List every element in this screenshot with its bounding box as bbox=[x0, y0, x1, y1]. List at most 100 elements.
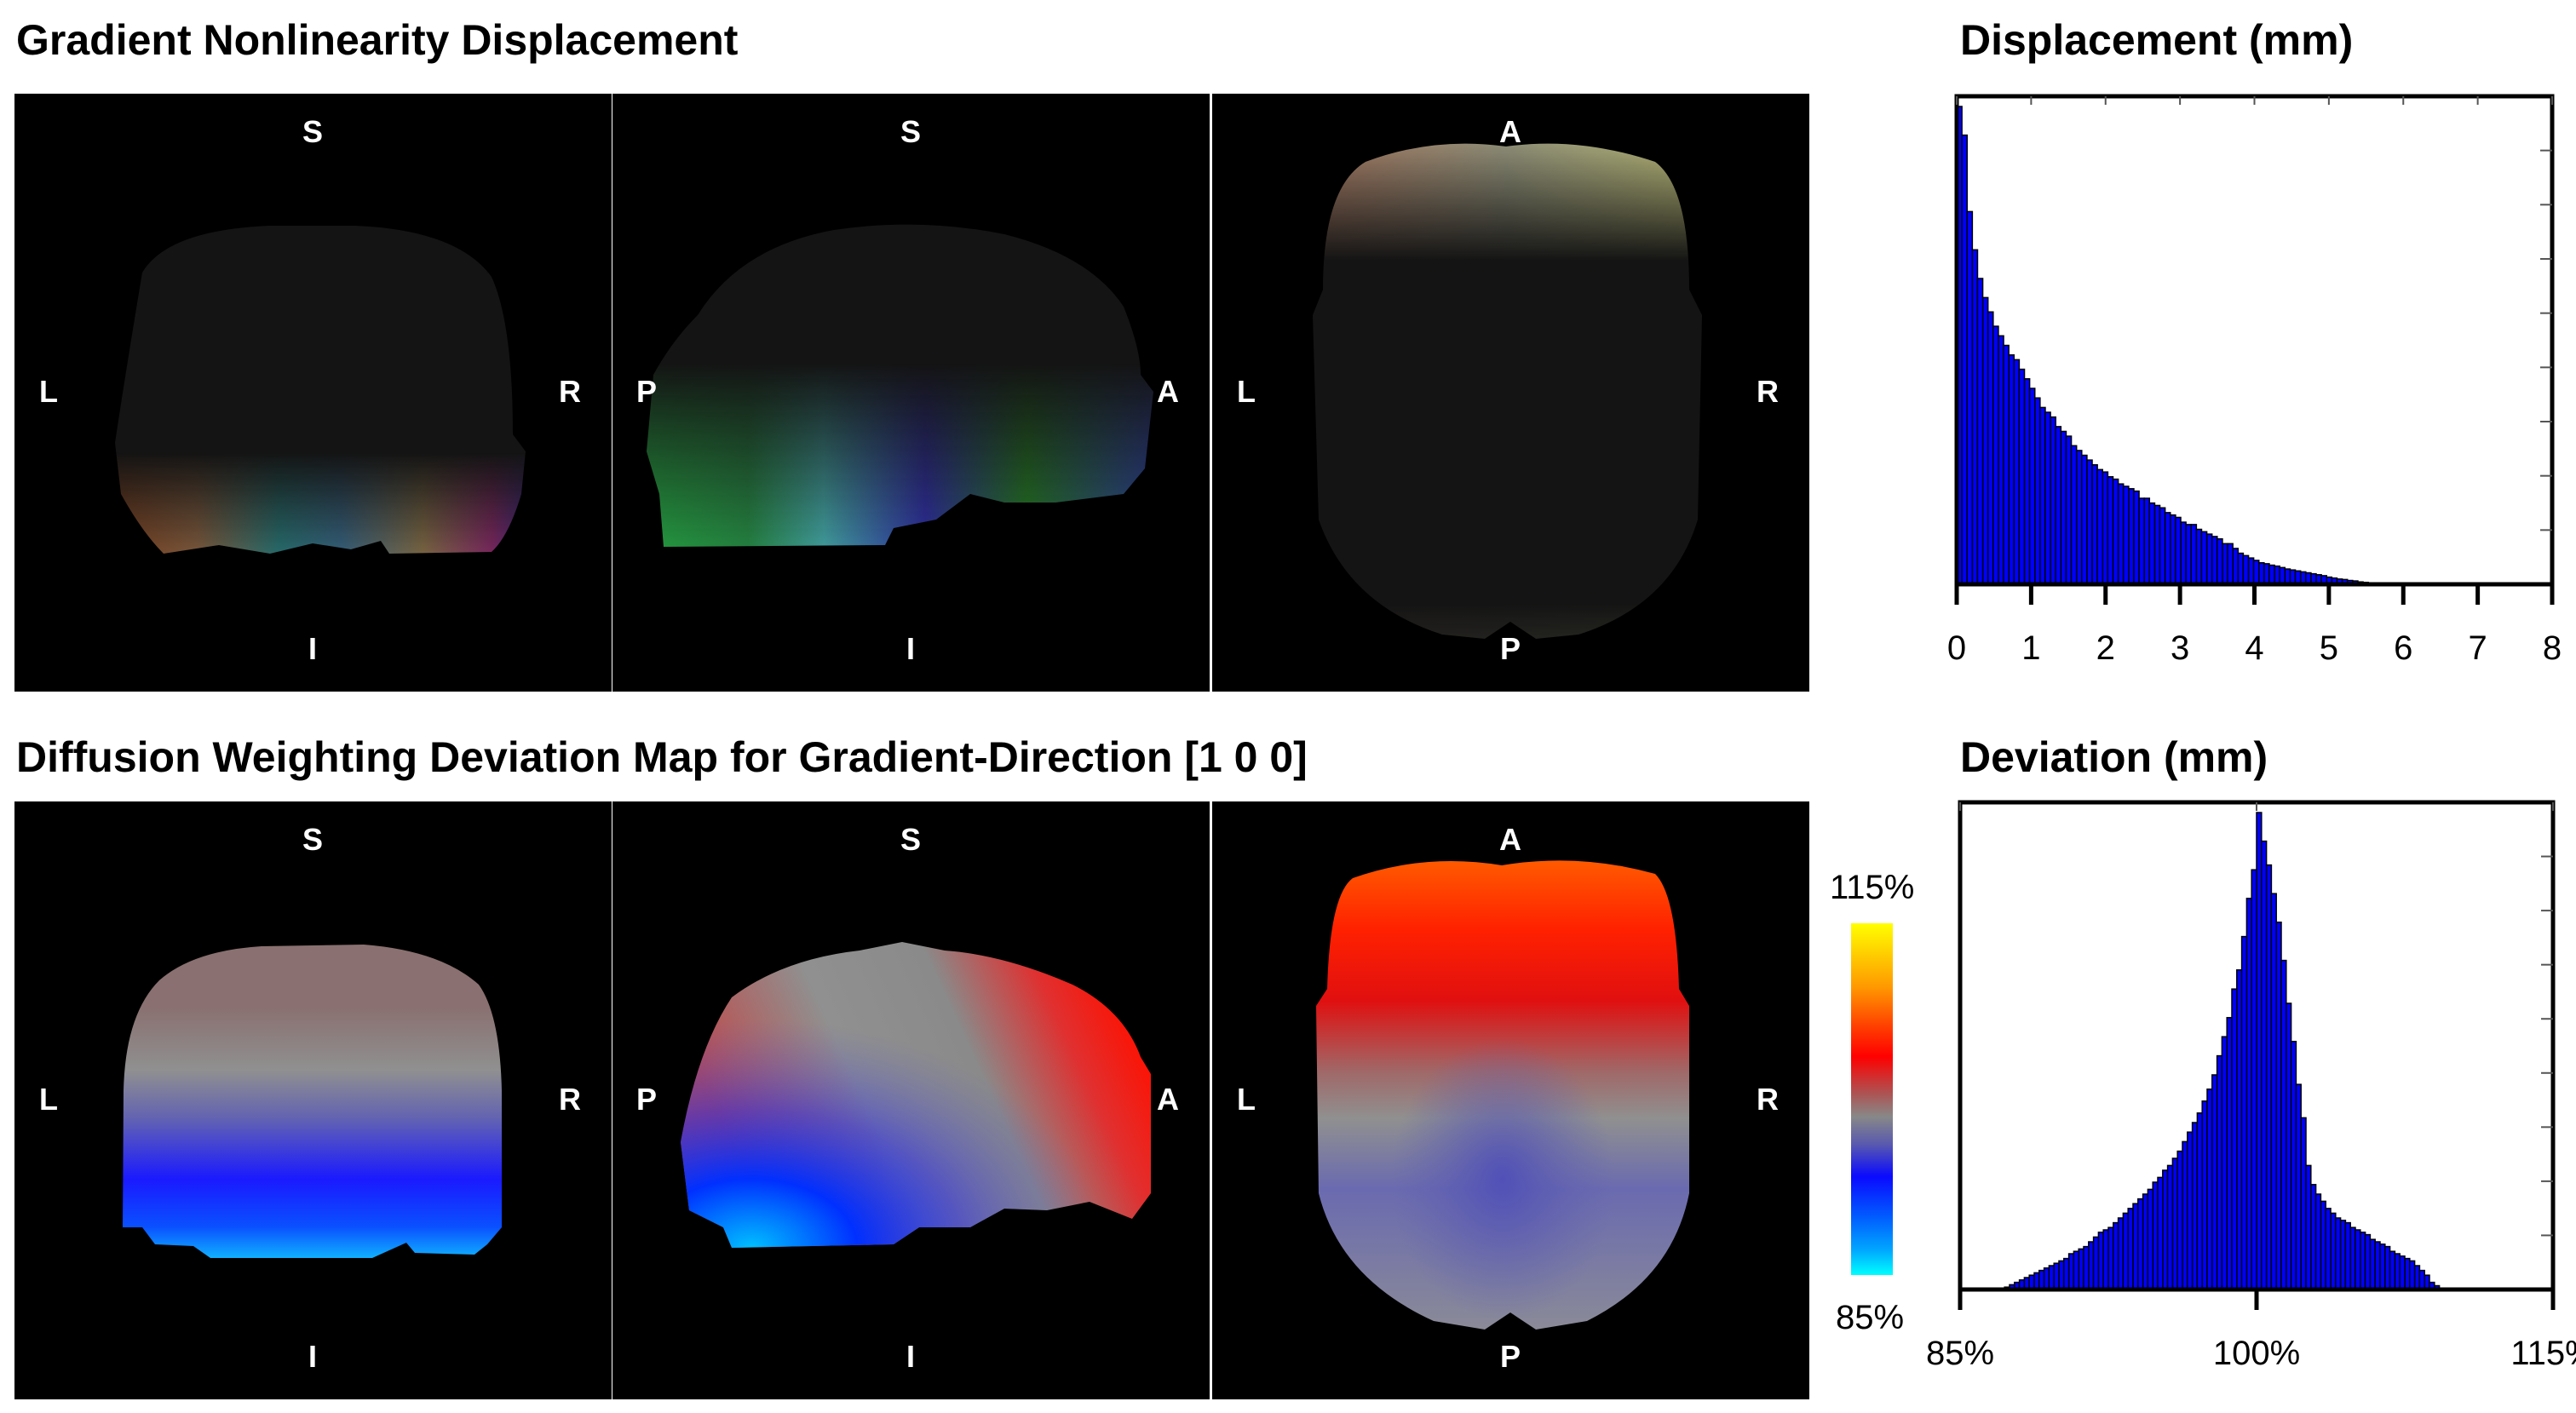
displacement-coronal-panel: S I L R bbox=[14, 94, 612, 692]
histogram-bar bbox=[2102, 1229, 2109, 1290]
histogram-bar bbox=[2152, 1181, 2159, 1290]
histogram-bar bbox=[2265, 864, 2273, 1290]
histogram-bar bbox=[2205, 533, 2213, 585]
histogram-bar bbox=[2394, 1253, 2401, 1290]
histogram-bar bbox=[2360, 1232, 2366, 1290]
x-tick-label: 115% bbox=[2510, 1335, 2576, 1372]
histogram-bar bbox=[1992, 325, 1999, 585]
histogram-bar bbox=[2418, 1269, 2425, 1290]
histogram-bar bbox=[2070, 445, 2078, 585]
histogram-bar bbox=[2018, 368, 2026, 585]
histogram-bar bbox=[2374, 1241, 2381, 1290]
histogram-bar bbox=[2211, 1074, 2218, 1290]
histogram-bar bbox=[1981, 296, 1989, 585]
histogram-bar bbox=[2137, 1198, 2144, 1290]
histogram-bar bbox=[2050, 416, 2056, 585]
orientation-label-left: P bbox=[635, 1082, 658, 1117]
histogram-bar bbox=[2339, 1220, 2347, 1290]
histogram-bar bbox=[2086, 459, 2093, 585]
histogram-bar bbox=[2058, 1260, 2065, 1290]
histogram-bar bbox=[2023, 378, 2031, 585]
histogram-bar bbox=[2413, 1265, 2421, 1290]
histogram-bar bbox=[2284, 568, 2291, 585]
histogram-bar bbox=[2147, 1188, 2153, 1290]
histogram-bar bbox=[2310, 1184, 2317, 1290]
displacement-axial-panel: A P L R bbox=[1212, 94, 1809, 692]
histogram-bar bbox=[2424, 1274, 2430, 1290]
orientation-label-right: A bbox=[1157, 1082, 1179, 1117]
x-tick-label: 4 bbox=[2245, 629, 2263, 667]
orientation-label-left: P bbox=[635, 374, 658, 409]
histogram-bar bbox=[2221, 1036, 2228, 1290]
histogram-bar bbox=[2379, 1244, 2386, 1290]
histogram-bar bbox=[2088, 1241, 2095, 1290]
histogram-bar bbox=[2257, 562, 2265, 585]
histogram-bar bbox=[2122, 1212, 2129, 1290]
histogram-bar bbox=[2325, 1208, 2332, 1290]
histogram-bar bbox=[2200, 531, 2208, 585]
x-tick-label: 2 bbox=[2096, 629, 2115, 667]
histogram-bar bbox=[1998, 335, 2004, 585]
orientation-label-top: S bbox=[302, 822, 324, 857]
histogram-displacement-title: Displacement (mm) bbox=[1960, 16, 2354, 64]
histogram-bar bbox=[2399, 1255, 2406, 1290]
orientation-label-top: S bbox=[900, 822, 922, 857]
histogram-bar bbox=[2028, 388, 2036, 585]
histogram-bar bbox=[2175, 516, 2182, 585]
orientation-label-left: L bbox=[39, 374, 58, 409]
histogram-bar bbox=[2075, 450, 2083, 585]
colorbar bbox=[1851, 923, 1893, 1275]
colorbar-min-label: 85% bbox=[1836, 1299, 1905, 1336]
x-tick-label: 7 bbox=[2469, 629, 2487, 667]
histogram-bar bbox=[2073, 1250, 2079, 1290]
orientation-label-bottom: I bbox=[308, 631, 318, 666]
histogram-bar bbox=[2107, 476, 2114, 585]
histogram-bar bbox=[2236, 969, 2243, 1290]
histogram-bar bbox=[2107, 1226, 2114, 1290]
histogram-bar bbox=[2240, 935, 2248, 1290]
histogram-bar bbox=[2122, 485, 2130, 585]
histogram-bar bbox=[2335, 1217, 2342, 1290]
histogram-bar bbox=[1987, 311, 1994, 585]
histogram-bar bbox=[2211, 536, 2218, 585]
orientation-label-right: R bbox=[559, 1082, 581, 1117]
histogram-bar bbox=[2404, 1257, 2411, 1290]
histogram-bar bbox=[2195, 528, 2203, 585]
histogram-bar bbox=[2191, 1122, 2199, 1290]
histogram-bar bbox=[2369, 1238, 2376, 1290]
histogram-bar bbox=[2043, 1267, 2050, 1290]
x-tick-label: 1 bbox=[2021, 629, 2040, 667]
histogram-bar bbox=[2252, 560, 2260, 585]
histogram-bar bbox=[2226, 1017, 2233, 1290]
histogram-bar bbox=[2314, 1193, 2322, 1290]
orientation-label-top: A bbox=[1499, 822, 1521, 857]
orientation-label-right: A bbox=[1157, 374, 1179, 409]
histogram-bar bbox=[2170, 514, 2176, 585]
histogram-bar bbox=[2153, 504, 2161, 585]
histogram-bar bbox=[2157, 1176, 2164, 1290]
histogram-bar bbox=[2268, 564, 2275, 585]
x-tick-label: 3 bbox=[2171, 629, 2189, 667]
x-tick-label: 6 bbox=[2394, 629, 2412, 667]
orientation-label-bottom: I bbox=[308, 1339, 318, 1374]
histogram-bar bbox=[2196, 1112, 2203, 1290]
orientation-label-top: S bbox=[900, 114, 922, 149]
orientation-label-left: L bbox=[1237, 374, 1256, 409]
histogram-bar bbox=[2003, 344, 2010, 585]
histogram-bar bbox=[2138, 497, 2145, 585]
histogram-bar bbox=[2028, 1274, 2035, 1290]
histogram-bar bbox=[2166, 1164, 2174, 1290]
orientation-label-left: L bbox=[1237, 1082, 1256, 1117]
histogram-bar bbox=[2164, 512, 2171, 585]
histogram-bar bbox=[2044, 411, 2051, 585]
histogram-bar bbox=[1966, 210, 1974, 585]
histogram-bar bbox=[2232, 548, 2240, 585]
histogram-bar bbox=[2256, 812, 2263, 1290]
histogram-bar bbox=[2364, 1233, 2372, 1290]
histogram-bar bbox=[2300, 1117, 2307, 1290]
histogram-bar bbox=[2182, 1140, 2188, 1290]
histogram-bar bbox=[2261, 840, 2268, 1290]
histogram-bar bbox=[2159, 507, 2166, 585]
orientation-label-bottom: P bbox=[1499, 631, 1521, 666]
orientation-label-right: R bbox=[1757, 1082, 1779, 1117]
